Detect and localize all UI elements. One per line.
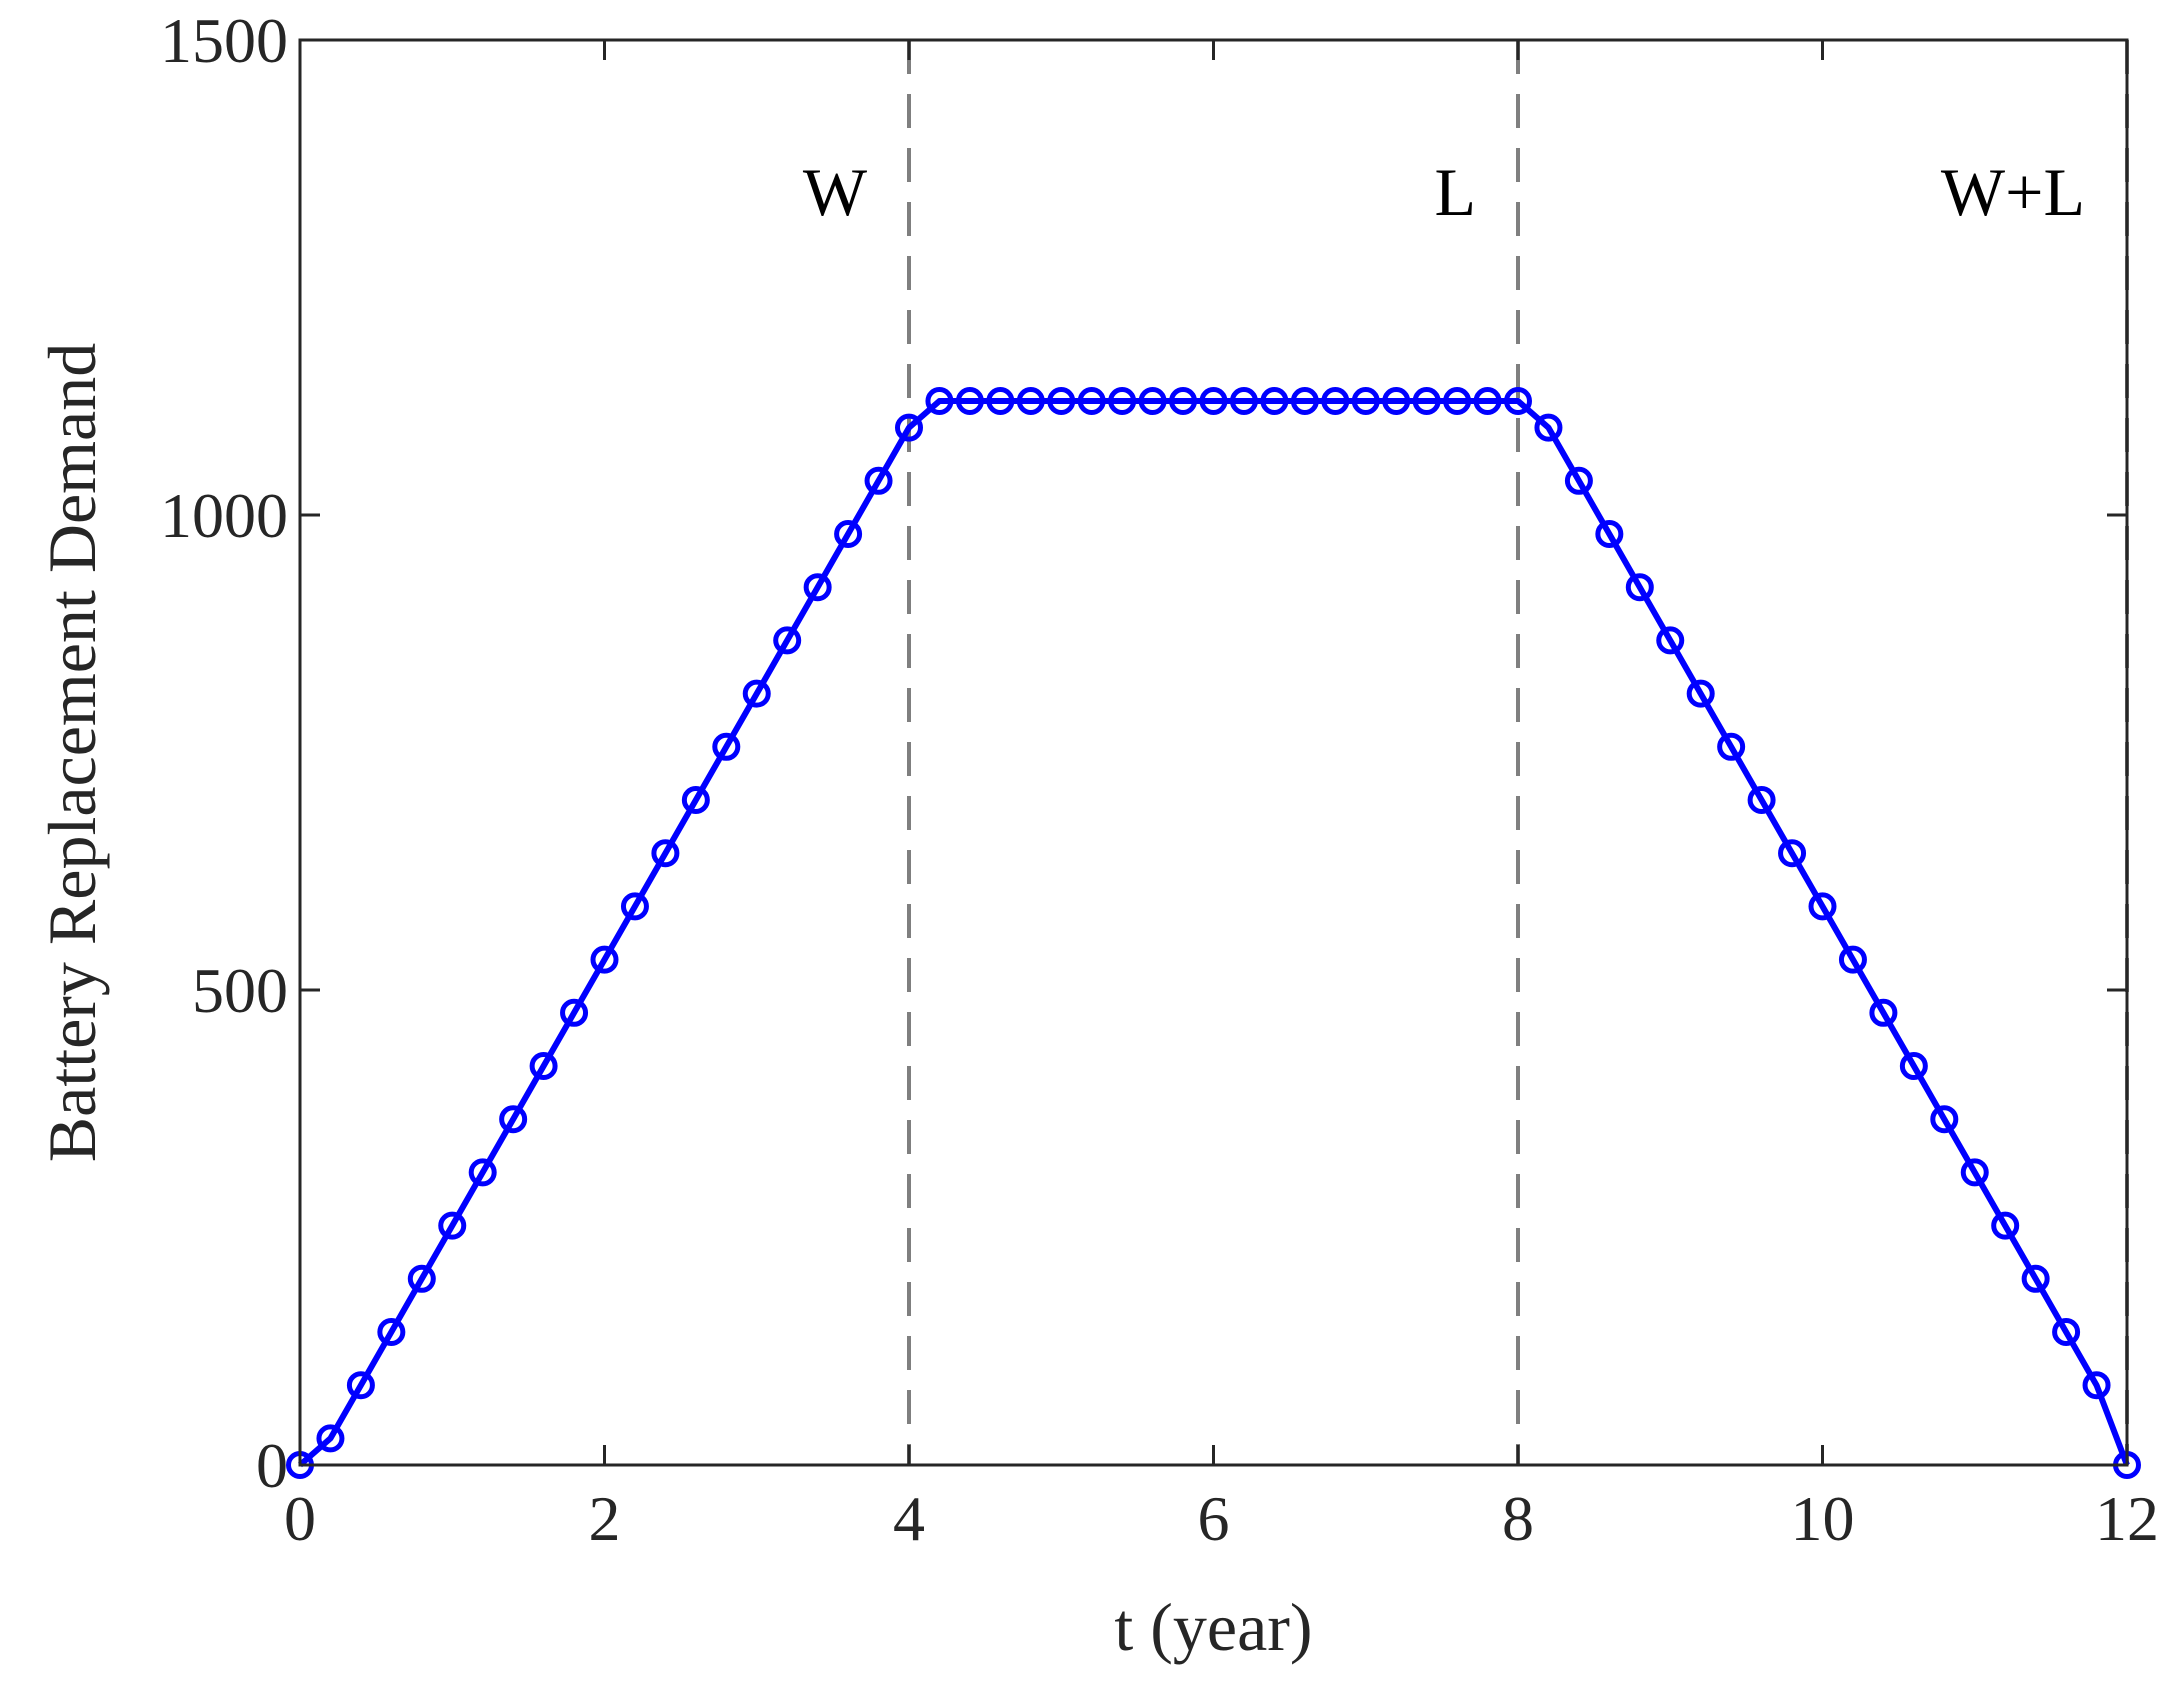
data-point (773, 626, 802, 655)
data-point (468, 1158, 497, 1187)
data-point (742, 679, 771, 708)
data-point (346, 1371, 375, 1400)
data-point (864, 466, 893, 495)
data-point (1899, 1052, 1928, 1080)
data-point (1290, 387, 1319, 415)
data-point (1138, 387, 1167, 415)
y-tick-label: 0 (256, 1430, 288, 1501)
data-point (834, 520, 863, 548)
data-point (438, 1211, 467, 1240)
x-tick-label: 12 (2095, 1483, 2159, 1554)
data-point (895, 413, 923, 442)
x-tick-label: 6 (1198, 1483, 1230, 1554)
data-point (1564, 466, 1593, 495)
data-point (1808, 892, 1837, 921)
x-tick-label: 8 (1502, 1483, 1534, 1554)
data-point (1351, 387, 1380, 415)
data-point (2021, 1264, 2050, 1293)
data-point (560, 998, 589, 1027)
data-point (986, 387, 1015, 415)
axis-ticks: 0 2 4 6 8 10 12 0 500 1000 1500 (160, 5, 2159, 1554)
data-point (803, 573, 832, 602)
data-point (590, 945, 619, 974)
data-point (1047, 387, 1076, 415)
data-point (2052, 1318, 2081, 1346)
data-point (1625, 573, 1654, 602)
data-point (681, 786, 710, 814)
annotation-1: W (803, 154, 868, 230)
data-point (1108, 387, 1137, 415)
data-point (1199, 387, 1228, 415)
data-point (1869, 998, 1898, 1027)
annotation-3: W+L (1941, 154, 2085, 230)
data-point (407, 1264, 436, 1293)
data-point (1595, 520, 1624, 548)
data-point (1686, 679, 1715, 708)
data-point (1016, 387, 1045, 415)
data-point (651, 839, 680, 868)
y-tick-label: 1500 (160, 5, 288, 76)
data-point (1260, 387, 1289, 415)
data-point (1960, 1158, 1989, 1187)
data-point (620, 892, 649, 921)
y-axis-label: Battery Replacement Demand (34, 343, 110, 1162)
data-point (2082, 1371, 2111, 1400)
series-layer (286, 387, 2141, 1479)
data-point (1412, 387, 1441, 415)
data-point (925, 387, 954, 415)
data-point (1778, 839, 1807, 868)
data-point (1656, 626, 1685, 655)
data-point (1443, 387, 1472, 415)
data-point (1534, 413, 1563, 442)
x-axis-label: t (year) (1114, 1589, 1312, 1665)
x-tick-label: 4 (893, 1483, 925, 1554)
data-point (712, 732, 741, 761)
data-point (1077, 387, 1106, 415)
data-point (316, 1424, 345, 1453)
data-point (1747, 786, 1776, 814)
x-tick-label: 2 (589, 1483, 621, 1554)
data-point (529, 1052, 558, 1080)
data-point (1717, 732, 1746, 761)
annotations: W L W+L (803, 154, 2085, 230)
data-point (1169, 387, 1198, 415)
series-line-1 (298, 398, 2130, 1468)
data-point (1229, 387, 1258, 415)
data-point (1473, 387, 1502, 415)
x-tick-label: 10 (1791, 1483, 1855, 1554)
y-tick-label: 500 (192, 955, 288, 1026)
data-point (955, 387, 984, 415)
data-point (1838, 945, 1867, 974)
data-point (1930, 1105, 1959, 1134)
data-point (1504, 387, 1532, 415)
data-point (377, 1318, 406, 1346)
data-point (1991, 1211, 2020, 1240)
x-tick-label: 0 (284, 1483, 316, 1554)
annotation-2: L (1434, 154, 1476, 230)
y-tick-label: 1000 (160, 480, 288, 551)
data-point (1382, 387, 1411, 415)
data-point (499, 1105, 528, 1134)
data-point (1321, 387, 1350, 415)
